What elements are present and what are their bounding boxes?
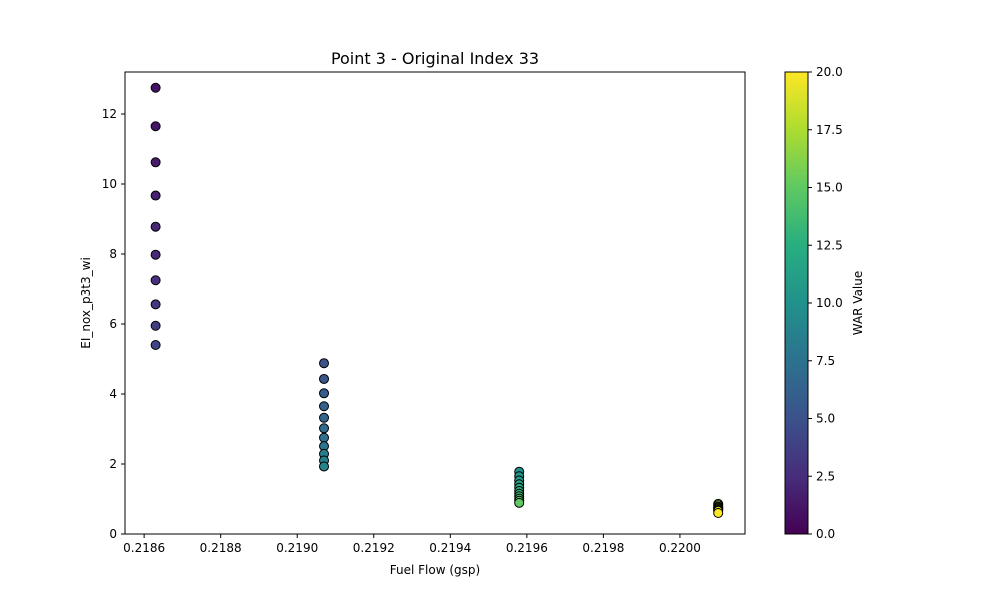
x-tick-label: 0.2190	[276, 541, 318, 555]
colorbar-tick-label: 17.5	[816, 123, 843, 137]
colorbar-tick-label: 20.0	[816, 65, 843, 79]
data-point	[150, 249, 161, 260]
data-point	[150, 320, 161, 331]
x-axis-label: Fuel Flow (gsp)	[390, 563, 480, 577]
data-point	[319, 401, 330, 412]
x-tick-label: 0.2192	[353, 541, 395, 555]
x-tick-label: 0.2186	[123, 541, 165, 555]
data-point	[514, 497, 525, 508]
data-point	[713, 508, 724, 518]
points-layer	[150, 82, 724, 518]
colorbar-tick-label: 10.0	[816, 296, 843, 310]
x-tick-label: 0.2194	[429, 541, 471, 555]
data-point	[319, 388, 330, 399]
data-point	[319, 432, 330, 443]
colorbar-tick-label: 12.5	[816, 238, 843, 252]
y-axis-ticks: 0 2 4 6 8 10 12	[102, 107, 125, 541]
colorbar-label: WAR Value	[851, 271, 865, 336]
plot-frame	[124, 71, 746, 535]
colorbar-tick-label: 2.5	[816, 469, 835, 483]
colorbar-tick-label: 7.5	[816, 354, 835, 368]
chart-title: Point 3 - Original Index 33	[331, 49, 539, 68]
colorbar-tick-label: 15.0	[816, 181, 843, 195]
y-tick-label: 8	[109, 247, 117, 261]
colorbar-tick-label: 5.0	[816, 412, 835, 426]
colorbar-tick-label: 0.0	[816, 527, 835, 541]
x-axis-ticks: 0.2186 0.2188 0.2190 0.2192 0.2194 0.2196 0.21…	[123, 534, 701, 555]
data-point	[319, 461, 330, 472]
x-tick-label: 0.2196	[506, 541, 548, 555]
y-tick-label: 2	[109, 457, 117, 471]
data-point	[319, 423, 330, 434]
y-tick-label: 10	[102, 177, 117, 191]
data-point	[150, 299, 161, 310]
data-point	[150, 121, 161, 132]
colorbar-ticks: 0.0 2.5 5.0 7.5 10.0 12.5 15.0 17.5 20.0	[808, 65, 843, 541]
data-point	[150, 340, 161, 350]
data-point	[150, 190, 161, 201]
data-point	[150, 157, 161, 168]
y-tick-label: 4	[109, 387, 117, 401]
data-point	[150, 82, 161, 93]
y-tick-label: 12	[102, 107, 117, 121]
data-point	[150, 275, 161, 286]
x-tick-label: 0.2188	[200, 541, 242, 555]
data-point	[319, 358, 330, 369]
y-tick-label: 6	[109, 317, 117, 331]
x-tick-label: 0.2198	[582, 541, 624, 555]
data-point	[319, 373, 330, 384]
x-tick-label: 0.2200	[659, 541, 701, 555]
data-point	[319, 412, 330, 423]
colorbar	[784, 71, 809, 535]
y-axis-label: EI_nox_p3t3_wi	[79, 257, 93, 349]
y-tick-label: 0	[109, 527, 117, 541]
data-point	[150, 221, 161, 232]
